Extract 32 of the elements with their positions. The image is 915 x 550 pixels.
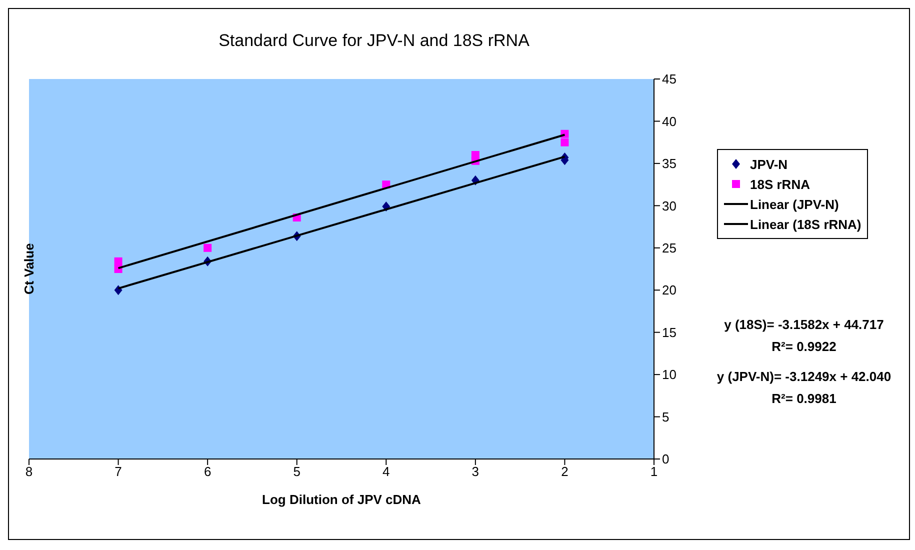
x-tick-label: 6	[204, 464, 212, 480]
y-tick-label: 5	[662, 409, 670, 424]
y-tick-label: 30	[662, 198, 676, 214]
y-tick-label: 45	[662, 72, 676, 87]
x-tick-label: 2	[561, 464, 568, 480]
legend-label: Linear (18S rRNA)	[750, 216, 862, 232]
point	[114, 257, 122, 266]
text: y (JPV-N)= -3.1249x + 42.040	[716, 368, 892, 386]
y-tick-label: 10	[662, 367, 676, 382]
legend-label: JPV-N	[750, 156, 788, 172]
y-axis-title: Ct Value	[22, 242, 36, 294]
y-tick-label: 35	[662, 156, 676, 172]
point	[560, 138, 569, 146]
y-tick-label: 0	[662, 452, 670, 467]
x-tick-label: 7	[114, 464, 122, 480]
x-tick-label: 8	[25, 464, 33, 480]
x-tick-label: 5	[293, 464, 300, 480]
text: R²= 0.9981	[770, 390, 838, 408]
legend-label: Linear (JPV-N)	[750, 196, 839, 212]
x-axis-title: Log Dilution of JPV cDNA	[262, 492, 422, 507]
y-tick-label: 25	[662, 240, 676, 256]
y-tick-label: 40	[662, 114, 676, 129]
y-tick-label: 15	[662, 324, 676, 340]
x-tick-label: 3	[472, 464, 480, 480]
chart-title: Standard Curve for JPV-N and 18S rRNA	[218, 31, 530, 51]
point	[204, 244, 212, 252]
x-tick-label: 1	[650, 464, 658, 480]
legend-label: 18S rRNA	[750, 176, 810, 192]
y-tick-label: 20	[662, 282, 676, 298]
text: y (18S)= -3.1582x + 44.717	[723, 316, 885, 334]
text: R²= 0.9922	[770, 338, 838, 356]
x-tick-label: 4	[382, 464, 390, 480]
